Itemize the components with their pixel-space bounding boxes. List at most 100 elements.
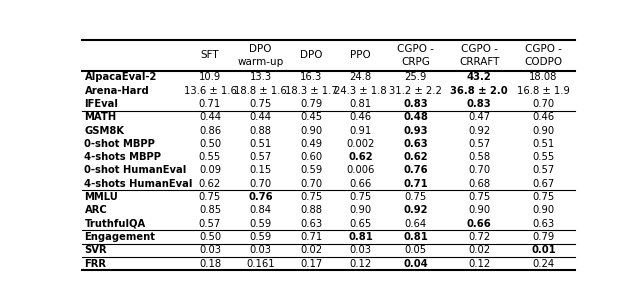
Text: 0.60: 0.60: [300, 152, 323, 162]
Text: 0.90: 0.90: [468, 205, 490, 215]
Text: 0.91: 0.91: [349, 126, 372, 135]
Text: 43.2: 43.2: [467, 72, 492, 82]
Text: 0.93: 0.93: [403, 126, 428, 135]
Text: 0.51: 0.51: [250, 139, 272, 149]
Text: 0.75: 0.75: [532, 192, 555, 202]
Text: 0.81: 0.81: [349, 99, 372, 109]
Text: MATH: MATH: [84, 112, 116, 122]
Text: 0.57: 0.57: [199, 219, 221, 229]
Text: 0.79: 0.79: [300, 99, 323, 109]
Text: 4-shots HumanEval: 4-shots HumanEval: [84, 179, 193, 189]
Text: 0.49: 0.49: [300, 139, 323, 149]
Text: 0.57: 0.57: [468, 139, 490, 149]
Text: 13.3: 13.3: [250, 72, 271, 82]
Text: 0.03: 0.03: [199, 245, 221, 255]
Text: 0.66: 0.66: [467, 219, 492, 229]
Text: 0-shot HumanEval: 0-shot HumanEval: [84, 166, 187, 175]
Text: 0.81: 0.81: [348, 232, 373, 242]
Text: 0.006: 0.006: [346, 166, 374, 175]
Text: IFEval: IFEval: [84, 99, 118, 109]
Text: 0.04: 0.04: [403, 259, 428, 269]
Text: 0.88: 0.88: [250, 126, 271, 135]
Text: 16.8 ± 1.9: 16.8 ± 1.9: [517, 86, 570, 95]
Text: SVR: SVR: [84, 245, 107, 255]
Text: 0.92: 0.92: [468, 126, 490, 135]
Text: 0.76: 0.76: [403, 166, 428, 175]
Text: 0.64: 0.64: [404, 219, 427, 229]
Text: 0.45: 0.45: [300, 112, 323, 122]
Text: 25.9: 25.9: [404, 72, 427, 82]
Text: 0.65: 0.65: [349, 219, 372, 229]
Text: MMLU: MMLU: [84, 192, 118, 202]
Text: Arena-Hard: Arena-Hard: [84, 86, 149, 95]
Text: SFT: SFT: [201, 50, 220, 60]
Text: TruthfulQA: TruthfulQA: [84, 219, 146, 229]
Text: 0.18: 0.18: [199, 259, 221, 269]
Text: 0.63: 0.63: [403, 139, 428, 149]
Text: 0.76: 0.76: [248, 192, 273, 202]
Text: 31.2 ± 2.2: 31.2 ± 2.2: [389, 86, 442, 95]
Text: 0.03: 0.03: [349, 245, 371, 255]
Text: 0.57: 0.57: [250, 152, 272, 162]
Text: 0.12: 0.12: [349, 259, 372, 269]
Text: 0.47: 0.47: [468, 112, 490, 122]
Text: 0.46: 0.46: [349, 112, 372, 122]
Text: AlpacaEval-2: AlpacaEval-2: [84, 72, 157, 82]
Text: 0.70: 0.70: [250, 179, 271, 189]
Text: 0.002: 0.002: [346, 139, 374, 149]
Text: 0.83: 0.83: [467, 99, 492, 109]
Text: 0.88: 0.88: [300, 205, 322, 215]
Text: 0.75: 0.75: [404, 192, 427, 202]
Text: 0.86: 0.86: [199, 126, 221, 135]
Text: PPO: PPO: [350, 50, 371, 60]
Text: 0.71: 0.71: [403, 179, 428, 189]
Text: 0.59: 0.59: [250, 219, 272, 229]
Text: 0.59: 0.59: [250, 232, 272, 242]
Text: 0.70: 0.70: [532, 99, 555, 109]
Text: 0-shot MBPP: 0-shot MBPP: [84, 139, 156, 149]
Text: 0.58: 0.58: [468, 152, 490, 162]
Text: 0.12: 0.12: [468, 259, 490, 269]
Text: 0.85: 0.85: [199, 205, 221, 215]
Text: 0.55: 0.55: [199, 152, 221, 162]
Text: 18.08: 18.08: [529, 72, 557, 82]
Text: 0.81: 0.81: [403, 232, 428, 242]
Text: 0.161: 0.161: [246, 259, 275, 269]
Text: 0.01: 0.01: [531, 245, 556, 255]
Text: 10.9: 10.9: [199, 72, 221, 82]
Text: 0.92: 0.92: [403, 205, 428, 215]
Text: 24.8: 24.8: [349, 72, 372, 82]
Text: DPO: DPO: [300, 50, 323, 60]
Text: 4-shots MBPP: 4-shots MBPP: [84, 152, 161, 162]
Text: Engagement: Engagement: [84, 232, 156, 242]
Text: 0.57: 0.57: [532, 166, 555, 175]
Text: 0.03: 0.03: [250, 245, 271, 255]
Text: 0.51: 0.51: [532, 139, 555, 149]
Text: 0.75: 0.75: [349, 192, 372, 202]
Text: 0.02: 0.02: [300, 245, 323, 255]
Text: 0.71: 0.71: [199, 99, 221, 109]
Text: 0.75: 0.75: [300, 192, 323, 202]
Text: 0.24: 0.24: [532, 259, 555, 269]
Text: 0.84: 0.84: [250, 205, 271, 215]
Text: 16.3: 16.3: [300, 72, 323, 82]
Text: 0.70: 0.70: [300, 179, 323, 189]
Text: 0.90: 0.90: [300, 126, 323, 135]
Text: 0.55: 0.55: [532, 152, 555, 162]
Text: CGPO -
CODPO: CGPO - CODPO: [524, 44, 563, 66]
Text: 0.90: 0.90: [532, 205, 555, 215]
Text: 0.90: 0.90: [532, 126, 555, 135]
Text: CGPO -
CRRAFT: CGPO - CRRAFT: [459, 44, 499, 66]
Text: 0.59: 0.59: [300, 166, 323, 175]
Text: 0.05: 0.05: [404, 245, 427, 255]
Text: 0.79: 0.79: [532, 232, 555, 242]
Text: 0.17: 0.17: [300, 259, 323, 269]
Text: 0.50: 0.50: [199, 232, 221, 242]
Text: 0.75: 0.75: [468, 192, 490, 202]
Text: CGPO -
CRPG: CGPO - CRPG: [397, 44, 435, 66]
Text: 0.71: 0.71: [300, 232, 323, 242]
Text: 36.8 ± 2.0: 36.8 ± 2.0: [451, 86, 508, 95]
Text: 0.63: 0.63: [300, 219, 323, 229]
Text: GSM8K: GSM8K: [84, 126, 124, 135]
Text: 0.67: 0.67: [532, 179, 555, 189]
